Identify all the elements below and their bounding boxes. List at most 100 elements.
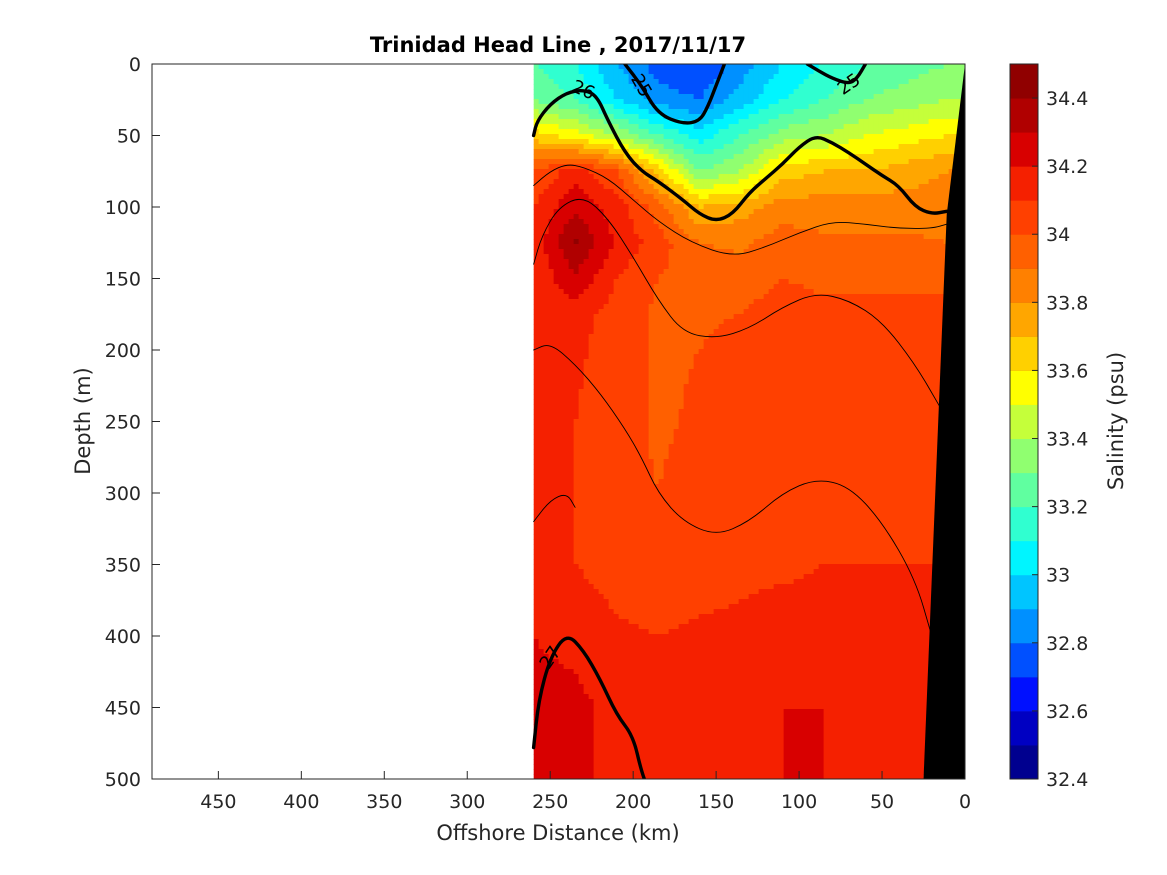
salinity-cell: [613, 144, 620, 150]
salinity-cell: [608, 249, 615, 255]
salinity-cell: [593, 259, 600, 265]
salinity-cell: [648, 89, 655, 95]
salinity-cell: [568, 74, 575, 80]
salinity-cell: [833, 229, 840, 235]
salinity-cell: [748, 334, 755, 340]
salinity-cell: [653, 189, 660, 195]
salinity-cell: [753, 129, 760, 135]
salinity-cell: [648, 94, 655, 100]
salinity-cell: [598, 199, 605, 205]
salinity-cell: [553, 139, 560, 145]
salinity-cell: [808, 314, 815, 320]
salinity-cell: [603, 289, 610, 295]
salinity-cell: [803, 219, 810, 225]
salinity-cell: [573, 234, 580, 240]
salinity-cell: [753, 274, 760, 280]
salinity-cell: [913, 329, 920, 335]
salinity-cell: [858, 224, 865, 230]
salinity-cell: [728, 139, 735, 145]
salinity-cell: [788, 254, 795, 260]
salinity-cell: [833, 169, 840, 175]
salinity-cell: [668, 309, 675, 315]
salinity-cell: [873, 154, 880, 160]
salinity-cell: [703, 94, 710, 100]
salinity-cell: [878, 159, 885, 165]
salinity-cell: [838, 279, 845, 285]
salinity-cell: [683, 149, 690, 155]
salinity-cell: [783, 64, 790, 70]
salinity-cell: [698, 199, 705, 205]
salinity-cell: [758, 119, 765, 125]
salinity-cell: [753, 294, 760, 300]
salinity-cell: [693, 69, 700, 75]
salinity-cell: [683, 64, 690, 70]
salinity-cell: [853, 144, 860, 150]
salinity-cell: [728, 134, 735, 140]
salinity-cell: [598, 69, 605, 75]
salinity-cell: [913, 279, 920, 285]
salinity-cell: [703, 164, 710, 170]
salinity-cell: [753, 324, 760, 330]
salinity-cell: [653, 304, 660, 310]
salinity-cell: [858, 339, 865, 345]
salinity-cell: [763, 314, 770, 320]
salinity-cell: [938, 284, 945, 290]
salinity-cell: [608, 149, 615, 155]
salinity-cell: [543, 329, 550, 335]
salinity-cell: [578, 304, 585, 310]
salinity-cell: [908, 274, 915, 280]
salinity-cell: [933, 214, 940, 220]
salinity-cell: [718, 174, 725, 180]
salinity-cell: [798, 104, 805, 110]
salinity-cell: [913, 294, 920, 300]
salinity-cell: [863, 249, 870, 255]
salinity-cell: [653, 334, 660, 340]
salinity-cell: [748, 244, 755, 250]
salinity-cell: [783, 154, 790, 160]
salinity-cell: [583, 294, 590, 300]
salinity-cell: [623, 349, 630, 355]
salinity-cell: [538, 209, 545, 215]
salinity-cell: [923, 324, 930, 330]
salinity-cell: [673, 154, 680, 160]
salinity-cell: [648, 309, 655, 315]
salinity-cell: [658, 89, 665, 95]
salinity-cell: [873, 89, 880, 95]
salinity-cell: [878, 334, 885, 340]
salinity-cell: [603, 214, 610, 220]
salinity-cell: [793, 84, 800, 90]
salinity-cell: [658, 314, 665, 320]
salinity-cell: [533, 139, 540, 145]
salinity-cell: [558, 309, 565, 315]
salinity-cell: [618, 284, 625, 290]
salinity-cell: [563, 134, 570, 140]
salinity-cell: [618, 84, 625, 90]
salinity-cell: [948, 64, 955, 70]
salinity-cell: [888, 114, 895, 120]
salinity-cell: [613, 294, 620, 300]
salinity-cell: [828, 214, 835, 220]
salinity-cell: [738, 164, 745, 170]
salinity-cell: [768, 149, 775, 155]
salinity-cell: [628, 144, 635, 150]
salinity-cell: [678, 294, 685, 300]
salinity-cell: [868, 339, 875, 345]
salinity-cell: [668, 349, 675, 355]
salinity-cell: [593, 339, 600, 345]
salinity-cell: [813, 244, 820, 250]
salinity-cell: [688, 279, 695, 285]
salinity-cell: [578, 159, 585, 165]
salinity-cell: [808, 109, 815, 115]
salinity-cell: [923, 279, 930, 285]
salinity-cell: [623, 194, 630, 200]
salinity-cell: [883, 219, 890, 225]
salinity-cell: [673, 249, 680, 255]
salinity-cell: [928, 119, 935, 125]
salinity-cell: [783, 269, 790, 275]
salinity-cell: [678, 309, 685, 315]
salinity-cell: [943, 99, 950, 105]
salinity-cell: [698, 149, 705, 155]
salinity-cell: [858, 334, 865, 340]
salinity-cell: [763, 299, 770, 305]
salinity-cell: [843, 179, 850, 185]
